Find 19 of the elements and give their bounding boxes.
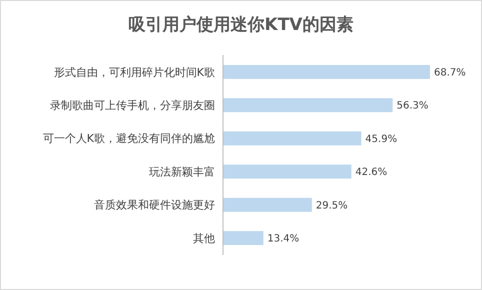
data-label: 29.5% [316, 200, 348, 212]
y-tick-label: 音质效果和硬件设施更好 [94, 198, 215, 212]
data-label: 42.6% [355, 167, 388, 178]
bar [223, 231, 264, 246]
y-tick-label: 录制歌曲可上传手机，分享朋友圈 [50, 99, 215, 112]
bar [223, 164, 352, 179]
data-label: 68.7% [434, 67, 466, 78]
data-label: 56.3% [396, 100, 428, 112]
y-tick-label: 可一个人K歌，避免没有同伴的尴尬 [42, 132, 215, 146]
bar [223, 198, 312, 212]
data-label: 13.4% [267, 234, 300, 245]
data-label: 45.9% [365, 134, 398, 145]
chart-title: 吸引用户使用迷你KTV的因素 [128, 15, 354, 35]
bar [223, 98, 393, 112]
bar [223, 131, 362, 146]
y-tick-label: 其他 [193, 232, 215, 245]
y-tick-label: 玩法新颖丰富 [149, 165, 215, 178]
y-tick-label: 形式自由，可利用碎片化时间K歌 [54, 66, 215, 79]
bar [223, 64, 430, 79]
